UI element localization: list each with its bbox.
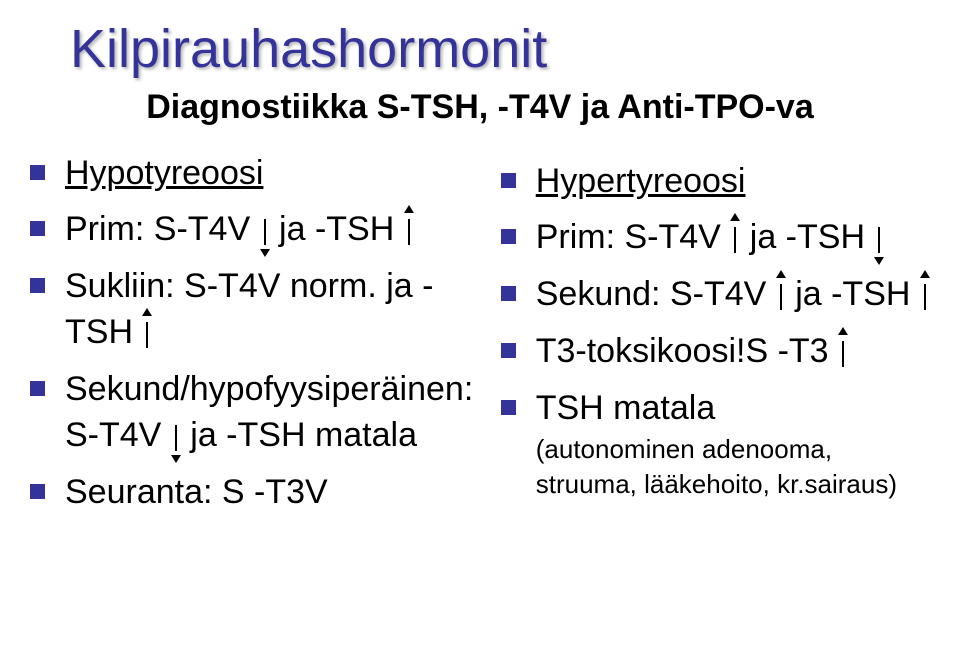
bullet-icon bbox=[30, 381, 45, 396]
left-column: Hypotyreoosi Prim: S-T4V ja -TSH Sukliin… bbox=[30, 151, 481, 525]
arrow-up-icon bbox=[142, 311, 152, 357]
text-part: ja -TSH bbox=[750, 218, 865, 256]
arrow-down-icon bbox=[260, 208, 270, 254]
page-subtitle: Diagnostiikka S-TSH, -T4V ja Anti-TPO-va bbox=[30, 88, 930, 127]
text-part: TSH matala bbox=[536, 389, 716, 427]
bullet-icon bbox=[501, 400, 516, 415]
item-text: Prim: S-T4V ja -TSH bbox=[65, 207, 481, 254]
bullet-icon bbox=[30, 221, 45, 236]
list-item: Sukliin: S-T4V norm. ja -TSH bbox=[30, 264, 481, 357]
subtext: (autonominen adenooma, struuma, lääkehoi… bbox=[536, 432, 930, 502]
list-item: Sekund/hypofyysiperäinen: S-T4V ja -TSH … bbox=[30, 367, 481, 460]
bullet-icon bbox=[501, 229, 516, 244]
item-text: Prim: S-T4V ja -TSH bbox=[536, 215, 930, 262]
right-column: Hypertyreoosi Prim: S-T4V ja -TSH Sekund… bbox=[501, 151, 930, 525]
text-part: T3-toksikoosi!S -T3 bbox=[536, 332, 829, 370]
item-text: Sekund/hypofyysiperäinen: S-T4V ja -TSH … bbox=[65, 367, 481, 460]
page-title: Kilpirauhashormonit bbox=[70, 18, 930, 80]
columns-wrapper: Hypotyreoosi Prim: S-T4V ja -TSH Sukliin… bbox=[30, 151, 930, 525]
bullet-icon bbox=[30, 165, 45, 180]
text-part: Seuranta: S -T3V bbox=[65, 473, 328, 511]
list-item: Hypertyreoosi bbox=[501, 159, 930, 205]
arrow-up-icon bbox=[838, 330, 848, 376]
list-item: Prim: S-T4V ja -TSH bbox=[30, 207, 481, 254]
heading-hyper: Hypertyreoosi bbox=[536, 159, 930, 205]
bullet-icon bbox=[501, 343, 516, 358]
item-text: Sukliin: S-T4V norm. ja -TSH bbox=[65, 264, 481, 357]
text-part: Sekund: S-T4V bbox=[536, 275, 767, 313]
list-item: Sekund: S-T4V ja -TSH bbox=[501, 272, 930, 319]
text-part: ja -TSH bbox=[279, 210, 394, 248]
item-text: T3-toksikoosi!S -T3 bbox=[536, 329, 930, 376]
list-item: T3-toksikoosi!S -T3 bbox=[501, 329, 930, 376]
bullet-icon bbox=[501, 286, 516, 301]
item-text: Seuranta: S -T3V bbox=[65, 470, 481, 516]
arrow-up-icon bbox=[920, 273, 930, 319]
list-item: Prim: S-T4V ja -TSH bbox=[501, 215, 930, 262]
item-text: TSH matala (autonominen adenooma, struum… bbox=[536, 386, 930, 502]
list-item: Hypotyreoosi bbox=[30, 151, 481, 197]
text-part: Sukliin: S-T4V norm. ja -TSH bbox=[65, 267, 433, 351]
arrow-up-icon bbox=[776, 273, 786, 319]
bullet-icon bbox=[501, 173, 516, 188]
arrow-down-icon bbox=[874, 216, 884, 262]
list-item: TSH matala (autonominen adenooma, struum… bbox=[501, 386, 930, 502]
arrow-down-icon bbox=[171, 414, 181, 460]
list-item: Seuranta: S -T3V bbox=[30, 470, 481, 516]
arrow-up-icon bbox=[730, 216, 740, 262]
text-part: ja -TSH matala bbox=[190, 416, 417, 454]
heading-hypo: Hypotyreoosi bbox=[65, 151, 481, 197]
bullet-icon bbox=[30, 484, 45, 499]
item-text: Sekund: S-T4V ja -TSH bbox=[536, 272, 930, 319]
text-part: ja -TSH bbox=[795, 275, 910, 313]
bullet-icon bbox=[30, 278, 45, 293]
text-part: Prim: S-T4V bbox=[65, 210, 250, 248]
text-part: Prim: S-T4V bbox=[536, 218, 721, 256]
arrow-up-icon bbox=[404, 208, 414, 254]
